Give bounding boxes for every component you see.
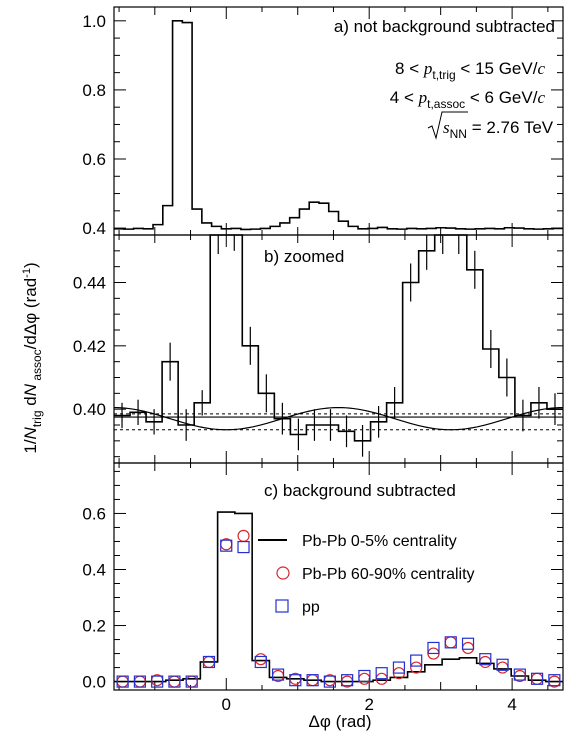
- pp-point: [513, 668, 526, 681]
- panel-b-y-ticks: 0.40 0.42 0.44: [73, 234, 563, 458]
- panel-b-marks: [113, 234, 564, 457]
- y-tick-label: 0.6: [82, 504, 106, 523]
- pp-point: [375, 667, 388, 680]
- panel-c-y-ticks: 0.0 0.2 0.4 0.6: [82, 470, 563, 692]
- pp-point: [237, 540, 250, 554]
- panel-a-label: a) not background subtracted: [334, 17, 555, 36]
- panel-c: 0.0 0.2 0.4 0.6 c) background subtracted Pb…: [82, 462, 564, 692]
- x-tick-labels: 0 2 4: [222, 695, 517, 714]
- peripheral-point: [168, 675, 181, 688]
- y-tick-label: 0.8: [82, 81, 106, 100]
- legend-entry-central: Pb-Pb 0-5% centrality: [302, 533, 457, 550]
- x-tick-label: 4: [507, 695, 516, 714]
- peripheral-point: [185, 675, 198, 688]
- y-tick-label: 0.4: [82, 560, 106, 579]
- pp-point: [461, 637, 475, 650]
- pp-point: [479, 653, 492, 666]
- pp-point: [254, 655, 267, 669]
- panel-c-frame: [113, 462, 564, 691]
- panel-b-label: b) zoomed: [264, 247, 344, 266]
- pp-point: [427, 641, 440, 655]
- pp-point: [271, 668, 285, 681]
- pp-point: [289, 674, 302, 687]
- y-tick-label: 0.42: [73, 337, 106, 356]
- x-tick-label: 2: [364, 695, 373, 714]
- y-tick-label: 0.4: [82, 219, 106, 238]
- pp-point: [530, 672, 544, 685]
- y-tick-label: 0.0: [82, 673, 106, 692]
- svg-text:sNN = 2.76 TeV: sNN = 2.76 TeV: [443, 118, 554, 141]
- panel-c-label: c) background subtracted: [264, 481, 456, 500]
- pp-point: [306, 674, 319, 687]
- histogram-series: [114, 20, 563, 231]
- peripheral-point: [254, 653, 267, 666]
- legend: Pb-Pb 0-5% centrality Pb-Pb 60-90% centr…: [258, 533, 475, 616]
- x-axis-title: Δφ (rad): [309, 712, 372, 731]
- panel-a-marks: [114, 20, 563, 231]
- panel-a-y-ticks: 0.4 0.6 0.8 1.0: [82, 12, 563, 238]
- pp-point: [496, 658, 509, 671]
- trigger-momentum-range: 8 < pt,trig < 15 GeV/c: [395, 59, 545, 82]
- legend-circle-marker: [276, 566, 290, 580]
- legend-entry-pp: pp: [302, 599, 320, 616]
- legend-square-marker: [275, 599, 289, 613]
- peripheral-point: [237, 529, 250, 542]
- legend-entry-peripheral: Pb-Pb 60-90% centrality: [302, 566, 475, 583]
- y-axis-title: 1/Ntrig dN assoc/dΔφ (rad-1): [21, 262, 44, 453]
- pp-point: [548, 674, 561, 687]
- y-tick-label: 0.44: [73, 274, 106, 293]
- x-tick-label: 0: [222, 695, 231, 714]
- pp-point: [341, 674, 354, 687]
- histogram-series: [114, 511, 563, 683]
- pp-point: [323, 675, 336, 688]
- y-tick-label: 0.6: [82, 150, 106, 169]
- peripheral-point: [479, 655, 492, 669]
- peripheral-point: [410, 661, 423, 674]
- y-tick-label: 1.0: [82, 12, 106, 31]
- peripheral-point: [461, 641, 475, 655]
- y-tick-label: 0.2: [82, 617, 106, 636]
- panel-a: 0.4 0.6 0.8 1.0 a) not background subtracte…: [82, 6, 564, 238]
- collision-energy: sNN = 2.76 TeV: [427, 111, 554, 141]
- pp-point: [116, 675, 129, 688]
- pp-point: [444, 636, 457, 649]
- pp-point: [133, 675, 147, 688]
- panel-c-marks: [114, 511, 563, 688]
- panel-b: 0.40 0.42 0.44 b) zoomed: [73, 234, 564, 464]
- pp-point: [358, 669, 371, 683]
- y-tick-label: 0.40: [73, 400, 106, 419]
- pp-point: [410, 654, 423, 667]
- peripheral-point: [496, 661, 509, 674]
- associated-momentum-range: 4 < pt,assoc < 6 GeV/c: [390, 88, 546, 111]
- panel-a-x-ticks: [118, 7, 549, 235]
- pp-point: [202, 655, 216, 669]
- pp-point: [392, 661, 406, 674]
- peripheral-point: [530, 672, 544, 685]
- flow-modulation-curve: [113, 406, 564, 431]
- pp-point: [168, 675, 181, 688]
- pp-point: [151, 675, 164, 688]
- histogram-series: [114, 234, 563, 442]
- pp-point: [220, 539, 233, 552]
- peripheral-point: [358, 672, 371, 685]
- panel-b-x-ticks: [118, 235, 549, 463]
- peripheral-point: [444, 636, 457, 649]
- pp-point: [185, 675, 198, 688]
